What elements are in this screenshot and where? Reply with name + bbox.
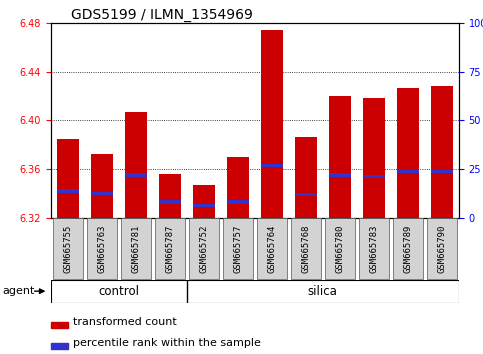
Text: agent: agent	[2, 286, 35, 296]
Bar	[363, 175, 385, 178]
Text: GSM665790: GSM665790	[437, 224, 446, 273]
Bar	[227, 200, 249, 204]
Bar	[363, 98, 385, 218]
Bar	[53, 218, 83, 279]
Bar	[57, 139, 79, 218]
Text: GSM665783: GSM665783	[369, 224, 378, 273]
Text: GSM665757: GSM665757	[233, 224, 242, 273]
Text: GSM665768: GSM665768	[301, 224, 310, 273]
Bar	[51, 343, 68, 349]
Bar	[189, 218, 219, 279]
Bar	[125, 112, 147, 218]
Bar	[431, 170, 453, 173]
Bar	[51, 322, 68, 328]
Bar	[295, 137, 317, 218]
Bar	[261, 30, 283, 218]
Text: GSM665789: GSM665789	[403, 224, 412, 273]
Bar	[193, 204, 215, 207]
Bar	[261, 164, 283, 167]
Bar	[193, 185, 215, 218]
Bar	[57, 189, 79, 193]
Bar	[121, 218, 151, 279]
Text: percentile rank within the sample: percentile rank within the sample	[73, 338, 261, 348]
Bar	[87, 218, 117, 279]
Bar	[227, 157, 249, 218]
Bar	[159, 200, 181, 204]
Bar	[91, 192, 113, 195]
Bar	[155, 218, 185, 279]
Text: control: control	[98, 285, 139, 298]
Bar	[359, 218, 389, 279]
Bar	[431, 86, 453, 218]
Bar	[325, 218, 355, 279]
Bar	[329, 173, 351, 177]
Bar	[393, 218, 423, 279]
Text: GSM665755: GSM665755	[63, 224, 72, 273]
Bar	[329, 96, 351, 218]
Text: transformed count: transformed count	[73, 316, 177, 326]
Text: GDS5199 / ILMN_1354969: GDS5199 / ILMN_1354969	[71, 8, 253, 22]
Bar	[397, 87, 419, 218]
Text: GSM665764: GSM665764	[267, 224, 276, 273]
Bar	[91, 154, 113, 218]
Bar	[223, 218, 253, 279]
Text: silica: silica	[308, 285, 338, 298]
Bar	[397, 170, 419, 173]
Bar	[125, 173, 147, 177]
Text: GSM665780: GSM665780	[335, 224, 344, 273]
Bar	[159, 174, 181, 218]
Bar	[427, 218, 457, 279]
Bar	[295, 193, 317, 196]
Text: GSM665787: GSM665787	[165, 224, 174, 273]
Bar	[291, 218, 321, 279]
Text: GSM665763: GSM665763	[97, 224, 106, 273]
Text: GSM665781: GSM665781	[131, 224, 140, 273]
Bar	[257, 218, 287, 279]
Text: GSM665752: GSM665752	[199, 224, 208, 273]
